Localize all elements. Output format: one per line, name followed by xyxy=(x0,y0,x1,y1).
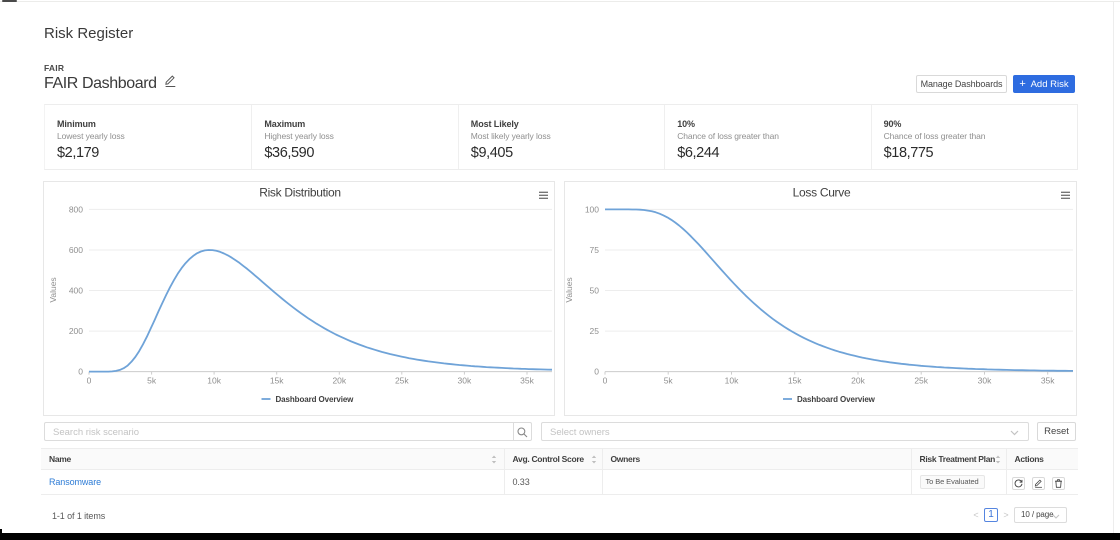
svg-text:800: 800 xyxy=(69,204,83,214)
svg-text:20k: 20k xyxy=(851,376,865,386)
svg-text:10k: 10k xyxy=(207,376,221,386)
svg-text:35k: 35k xyxy=(1041,376,1055,386)
svg-text:Risk Distribution: Risk Distribution xyxy=(259,186,341,200)
svg-text:0: 0 xyxy=(603,376,608,386)
svg-text:Loss Curve: Loss Curve xyxy=(793,186,851,200)
svg-text:25k: 25k xyxy=(914,376,928,386)
svg-text:600: 600 xyxy=(69,245,83,255)
svg-text:10k: 10k xyxy=(725,376,739,386)
svg-text:0: 0 xyxy=(87,376,92,386)
svg-text:0: 0 xyxy=(594,367,599,377)
svg-text:35k: 35k xyxy=(520,376,534,386)
svg-text:20k: 20k xyxy=(332,376,346,386)
svg-text:100: 100 xyxy=(585,204,599,214)
svg-text:400: 400 xyxy=(69,286,83,296)
svg-text:5k: 5k xyxy=(664,376,674,386)
svg-text:30k: 30k xyxy=(458,376,472,386)
svg-text:Values: Values xyxy=(48,277,58,302)
svg-text:25k: 25k xyxy=(395,376,409,386)
svg-text:Dashboard Overview: Dashboard Overview xyxy=(797,395,876,404)
svg-text:200: 200 xyxy=(69,326,83,336)
svg-text:Values: Values xyxy=(565,277,574,302)
svg-text:0: 0 xyxy=(78,367,83,377)
svg-text:5k: 5k xyxy=(147,376,157,386)
svg-text:30k: 30k xyxy=(978,376,992,386)
svg-text:15k: 15k xyxy=(270,376,284,386)
svg-text:25: 25 xyxy=(590,326,600,336)
svg-text:50: 50 xyxy=(590,286,600,296)
svg-text:Dashboard Overview: Dashboard Overview xyxy=(276,395,355,404)
svg-text:75: 75 xyxy=(590,245,600,255)
svg-text:15k: 15k xyxy=(788,376,802,386)
